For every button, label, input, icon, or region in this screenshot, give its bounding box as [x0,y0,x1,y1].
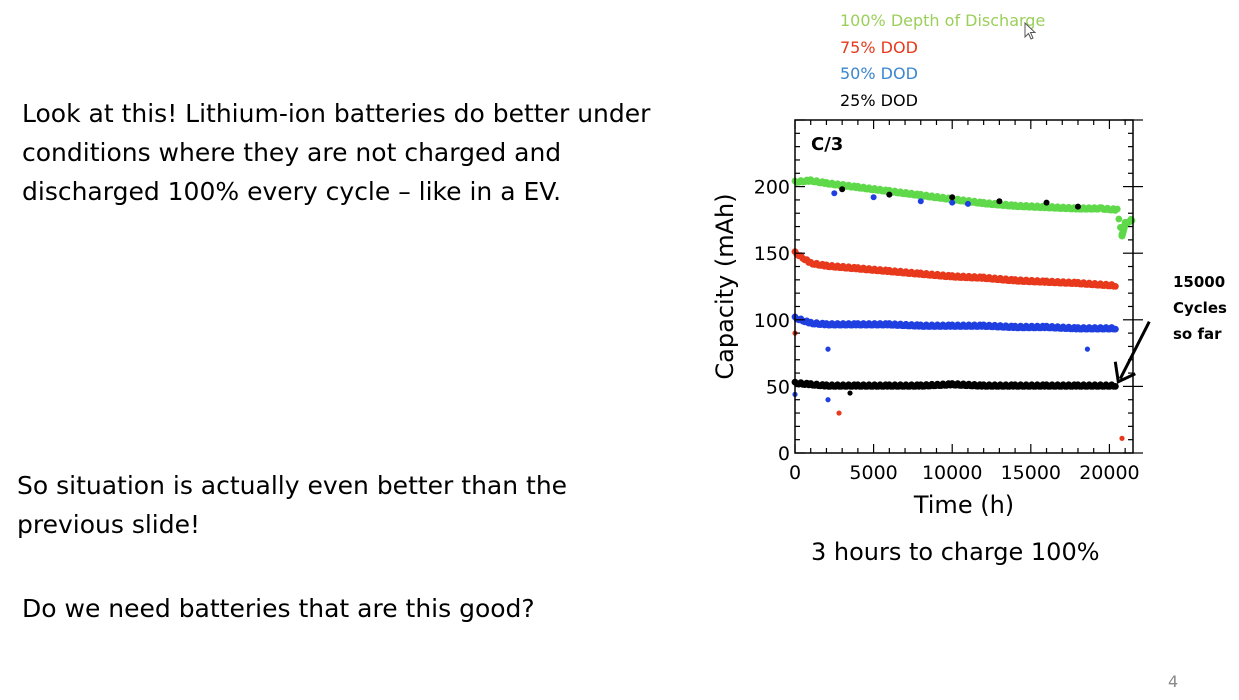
axis-tick-labels: 0 5000 10000 15000 20000 0 50 100 150 200 [754,177,1140,484]
legend-entry-100-dod: 100% Depth of Discharge [840,11,1046,30]
annotation-arrow-head [1113,361,1136,384]
axis-ticks [794,119,1143,454]
y-tick-label-100: 100 [754,310,790,332]
chart-legend: 100% Depth of Discharge 75% DOD 50% DOD … [840,8,1045,114]
legend-entry-50-dod: 50% DOD [840,64,918,83]
chart-data-points [791,176,1136,441]
data-point-green-173 [1113,205,1121,213]
x-tick-label-0: 0 [789,462,801,484]
data-point-black-extra-14 [886,191,893,198]
mouse-cursor-icon [1024,22,1037,40]
data-point-blue-extra-14 [825,397,831,403]
x-tick-label-10000: 10000 [922,462,982,484]
annotation-line-3: so far [1173,325,1222,343]
data-point-black-extra-17 [1043,199,1050,206]
data-point-blue-extra-15 [1084,346,1091,352]
data-point-black-extra-18 [1074,203,1081,210]
annotation-line-1: 15000 [1173,273,1225,291]
annotation-arrow [1118,321,1151,380]
data-point-blue-extra-17 [870,194,877,201]
slide-paragraph-intro: Look at this! Lithium-ion batteries do b… [22,99,651,206]
data-point-blue-extra-19 [949,199,956,206]
data-point-blue-extra-18 [917,198,924,205]
y-tick-label-50: 50 [766,376,790,398]
data-point-red-extra-14 [1119,435,1125,441]
legend-entry-75-dod: 75% DOD [840,37,918,57]
page-number: 4 [1168,672,1179,691]
data-point-black-extra-12 [847,390,853,396]
panel-label: C/3 [811,134,843,155]
data-point-blue-extra-16 [831,190,838,197]
data-point-red-172 [1112,282,1119,290]
y-tick-label-150: 150 [754,243,790,265]
legend-entry-25-dod: 25% DOD [840,90,918,110]
data-point-blue-extra-13 [825,346,831,352]
y-tick-label-0: 0 [778,443,790,465]
plot-frame [794,119,1134,454]
data-point-green-tail-1-5 [1128,216,1136,225]
cycles-annotation: 15000 Cycles so far [1113,273,1227,384]
data-point-black-extra-13 [839,186,846,193]
capacity-chart: 0 5000 10000 15000 20000 0 50 100 150 200 C/3 Tim… [711,119,1227,519]
y-tick-label-200: 200 [754,177,790,199]
data-point-black-172 [1112,383,1119,390]
slide-paragraph-situation: So situation is actually even better tha… [17,471,568,539]
chart-caption: 3 hours to charge 100% [811,538,1100,566]
data-point-green-174 [1115,215,1123,223]
x-tick-label-15000: 15000 [1001,462,1061,484]
data-point-red-extra-13 [836,410,842,416]
slide-paragraph-question: Do we need batteries that are this good? [22,594,535,623]
x-tick-label-5000: 5000 [849,462,897,484]
data-point-black-extra-16 [996,198,1003,205]
x-axis-label: Time (h) [913,491,1014,519]
y-axis-label: Capacity (mAh) [711,193,739,379]
annotation-line-2: Cycles [1173,299,1227,317]
data-point-black-extra-15 [949,194,956,201]
data-point-blue-extra-20 [964,200,971,207]
data-point-blue-172 [1112,325,1119,333]
x-tick-label-20000: 20000 [1079,462,1139,484]
